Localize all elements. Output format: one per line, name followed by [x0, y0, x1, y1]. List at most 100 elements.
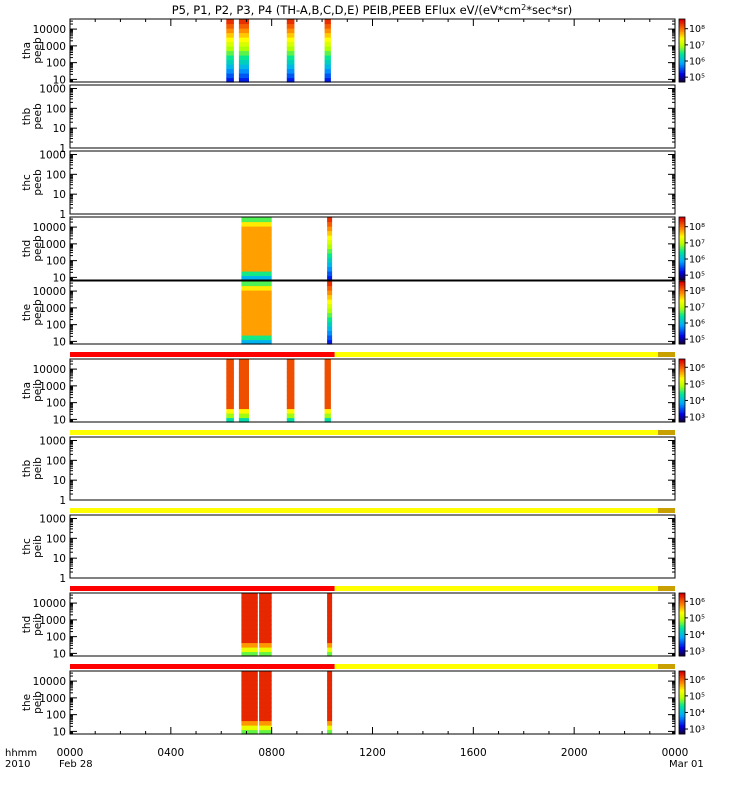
y-tick-label: 1000: [39, 615, 66, 627]
spectrogram-cell: [327, 285, 333, 291]
spectrogram-cell: [226, 55, 234, 61]
spectrogram-cell: [226, 73, 234, 79]
colorbar-label: 10⁶: [689, 255, 705, 266]
spectrogram-cell: [259, 702, 272, 708]
x-tick-label: 0000: [662, 747, 689, 759]
spectrogram-cell: [238, 41, 249, 47]
colorbar-cell: [679, 312, 685, 315]
panel-frame: [69, 358, 676, 423]
spectrogram-cell: [324, 417, 331, 423]
colorbar-cell: [679, 377, 685, 380]
time-axis-row-label: hhmm: [5, 748, 37, 759]
panel-label: thc peib: [21, 535, 44, 558]
colorbar-cell: [679, 596, 685, 599]
spectrogram-cell: [241, 335, 261, 341]
colorbar-cell: [679, 702, 685, 705]
colorbar-cell: [679, 72, 685, 75]
colorbar-cell: [679, 250, 685, 253]
panel-label-product: peeb: [32, 235, 44, 262]
colorbar-cell: [679, 362, 685, 365]
y-tick-label: 10000: [33, 364, 66, 376]
colorbar-cell: [679, 699, 685, 702]
colorbar-cell: [679, 411, 685, 413]
y-tick-label: 100: [46, 58, 66, 70]
spectrogram-cell: [238, 372, 249, 378]
panel-label-probe: tha: [21, 382, 33, 399]
y-tick-label: 10: [53, 648, 66, 660]
spectrogram-cell: [238, 59, 249, 65]
spectrogram-cell: [226, 395, 234, 401]
spectrogram-cell: [241, 716, 258, 722]
colorbar-cell: [679, 295, 685, 298]
colorbar-cell: [679, 619, 685, 622]
colorbar-cell: [679, 254, 685, 257]
colorbar-cell: [679, 637, 685, 640]
colorbar-cell: [679, 618, 685, 621]
colorbar-cell: [679, 221, 685, 224]
spectrogram-cell: [259, 262, 272, 268]
colorbar-cell: [679, 420, 685, 423]
colorbar-cell: [679, 232, 685, 235]
time-axis: hhmm 2010 Feb 28 Mar 01 0000 0400 0800 1200…: [5, 747, 704, 770]
colorbar-cell: [679, 339, 685, 342]
colorbar-cell: [679, 594, 685, 597]
colorbar-frame: [678, 358, 686, 423]
spectrogram-cell: [241, 339, 261, 345]
colorbar-cell: [679, 368, 685, 371]
spectrogram-cell: [241, 593, 258, 599]
spectrogram-cell: [241, 729, 258, 735]
panel-label-product: peeb: [32, 103, 44, 130]
colorbar-label: 10⁶: [689, 363, 705, 374]
spectrogram-cell: [259, 684, 272, 690]
colorbar-cell: [679, 329, 685, 332]
colorbar-label: 10⁷: [689, 238, 705, 249]
colorbar-label: 10⁵: [689, 613, 705, 624]
colorbar-cell: [679, 694, 685, 697]
colorbar-cell: [679, 273, 685, 276]
mode-flag-red: [70, 586, 335, 591]
spectrogram-cell: [324, 68, 331, 74]
colorbar-cell: [679, 672, 685, 675]
colorbar-cell: [679, 593, 685, 595]
spectrogram-cell: [327, 647, 333, 653]
spectrogram-cell: [241, 689, 258, 695]
spectrogram-cell: [241, 271, 261, 277]
spectrogram-cell: [286, 390, 295, 396]
spectrogram-cell: [238, 55, 249, 61]
colorbar-cell: [679, 307, 685, 310]
spectrogram-cell: [241, 633, 258, 639]
colorbar-cell: [679, 257, 685, 260]
spectrogram-cell: [327, 597, 333, 603]
colorbar-cell: [679, 682, 685, 684]
colorbar-cell: [679, 31, 685, 34]
spectrogram-cell: [241, 253, 261, 259]
mode-flag-tail: [658, 352, 675, 357]
y-tick-label: 1: [59, 209, 66, 221]
colorbar-cell: [679, 323, 685, 326]
spectrogram-cell: [238, 408, 249, 414]
colorbar-cell: [679, 290, 685, 293]
y-tick-label: 10: [53, 475, 66, 487]
spectrogram-cell: [327, 321, 333, 327]
spectrogram-cell: [286, 368, 295, 374]
colorbar-cell: [679, 264, 685, 267]
panel-label-probe: thc: [21, 538, 33, 555]
spectrogram-cell: [259, 230, 272, 236]
spectrogram-cell: [327, 217, 333, 223]
x-tick-label: 1600: [460, 747, 487, 759]
spectrogram-cell: [241, 294, 261, 300]
spectrogram-cell: [226, 399, 234, 405]
spectrogram-cell: [238, 64, 249, 70]
colorbar-label: 10⁸: [689, 24, 705, 35]
spectrogram-cell: [241, 262, 261, 268]
time-axis-end-date: Mar 01: [669, 759, 704, 770]
spectrogram-cell: [226, 408, 234, 414]
y-tick-label: 10: [53, 553, 66, 565]
colorbar-cell: [679, 622, 685, 625]
colorbar-cell: [679, 597, 685, 600]
colorbar-cell: [679, 326, 685, 329]
y-tick-label: 10000: [33, 24, 66, 36]
spectrogram-cell: [241, 651, 258, 657]
colorbar-cell: [679, 674, 685, 677]
